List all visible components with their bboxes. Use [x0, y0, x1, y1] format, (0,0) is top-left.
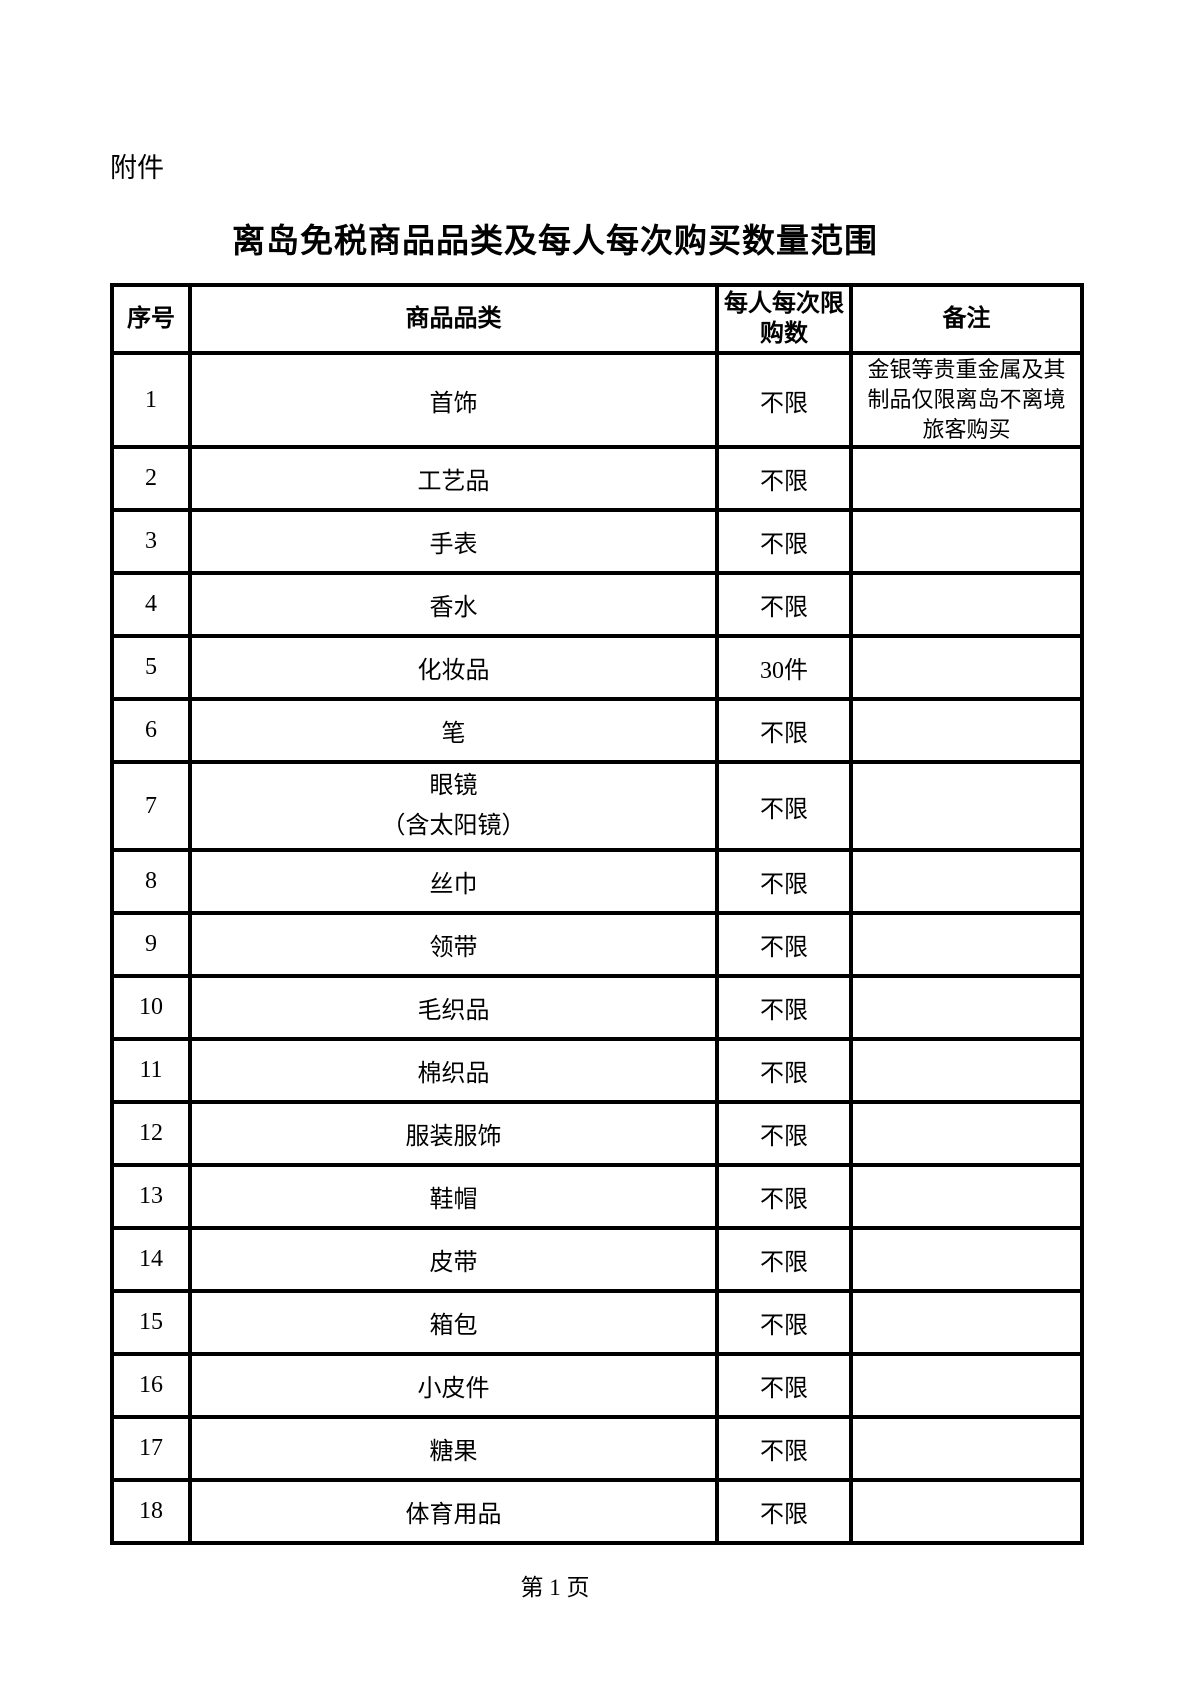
- limit-cell: 不限: [715, 974, 853, 1041]
- page-title: 离岛免税商品品类及每人每次购买数量范围: [232, 224, 878, 260]
- remark-cell: 金银等贵重金属及其制品仅限离岛不离境旅客购买: [849, 351, 1084, 449]
- limit-cell: 不限: [715, 760, 853, 852]
- category-cell: 首饰: [188, 351, 719, 449]
- row-number-cell: 18: [110, 1478, 192, 1545]
- limit-cell: 不限: [715, 1037, 853, 1104]
- row-number-cell: 13: [110, 1163, 192, 1230]
- limit-cell: 不限: [715, 1226, 853, 1293]
- row-number-cell: 14: [110, 1226, 192, 1293]
- remark-cell: [849, 1352, 1084, 1419]
- table-row: 13 鞋帽 不限: [110, 1163, 1084, 1230]
- remark-cell: [849, 1163, 1084, 1230]
- remark-cell: [849, 445, 1084, 512]
- remark-cell: [849, 911, 1084, 978]
- category-cell: 服装服饰: [188, 1100, 719, 1167]
- limit-cell: 不限: [715, 1352, 853, 1419]
- col-header-remark: 备注: [849, 283, 1084, 355]
- limit-cell: 不限: [715, 445, 853, 512]
- category-cell: 香水: [188, 571, 719, 638]
- row-number-cell: 6: [110, 697, 192, 764]
- category-cell: 领带: [188, 911, 719, 978]
- remark-cell: [849, 508, 1084, 575]
- remark-cell: [849, 1415, 1084, 1482]
- limit-cell: 不限: [715, 1478, 853, 1545]
- table-row: 10 毛织品 不限: [110, 974, 1084, 1041]
- remark-cell: [849, 1478, 1084, 1545]
- remark-cell: [849, 571, 1084, 638]
- table-row: 4 香水 不限: [110, 571, 1084, 638]
- page-number: 第 1 页: [520, 1575, 590, 1600]
- table-row: 12 服装服饰 不限: [110, 1100, 1084, 1167]
- table-row: 5 化妆品 30件: [110, 634, 1084, 701]
- limit-cell: 不限: [715, 351, 853, 449]
- category-cell: 体育用品: [188, 1478, 719, 1545]
- table-row: 18 体育用品 不限: [110, 1478, 1084, 1545]
- table-header-row: 序号 商品品类 每人每次限购数 备注: [110, 283, 1084, 355]
- limit-cell: 不限: [715, 697, 853, 764]
- goods-table: 序号 商品品类 每人每次限购数 备注 1 首饰 不限 金银等贵重金属及其制品仅限…: [110, 283, 1084, 1545]
- remark-cell: [849, 974, 1084, 1041]
- table-row: 3 手表 不限: [110, 508, 1084, 575]
- limit-cell: 不限: [715, 1163, 853, 1230]
- remark-cell: [849, 1100, 1084, 1167]
- category-cell: 丝巾: [188, 848, 719, 915]
- table-row: 9 领带 不限: [110, 911, 1084, 978]
- row-number-cell: 12: [110, 1100, 192, 1167]
- table-row: 11 棉织品 不限: [110, 1037, 1084, 1104]
- category-cell: 糖果: [188, 1415, 719, 1482]
- attachment-label: 附件: [110, 153, 164, 183]
- row-number-cell: 9: [110, 911, 192, 978]
- category-cell: 鞋帽: [188, 1163, 719, 1230]
- row-number-cell: 16: [110, 1352, 192, 1419]
- row-number-cell: 1: [110, 351, 192, 449]
- row-number-cell: 7: [110, 760, 192, 852]
- table-row: 7 眼镜 （含太阳镜） 不限: [110, 760, 1084, 852]
- category-cell: 笔: [188, 697, 719, 764]
- table-row: 14 皮带 不限: [110, 1226, 1084, 1293]
- row-number-cell: 17: [110, 1415, 192, 1482]
- table-row: 16 小皮件 不限: [110, 1352, 1084, 1419]
- limit-cell: 30件: [715, 634, 853, 701]
- col-header-limit: 每人每次限购数: [715, 283, 853, 355]
- row-number-cell: 11: [110, 1037, 192, 1104]
- row-number-cell: 15: [110, 1289, 192, 1356]
- remark-cell: [849, 1226, 1084, 1293]
- category-cell: 箱包: [188, 1289, 719, 1356]
- row-number-cell: 5: [110, 634, 192, 701]
- category-cell: 化妆品: [188, 634, 719, 701]
- row-number-cell: 10: [110, 974, 192, 1041]
- table-row: 6 笔 不限: [110, 697, 1084, 764]
- table-row: 1 首饰 不限 金银等贵重金属及其制品仅限离岛不离境旅客购买: [110, 351, 1084, 449]
- category-cell: 工艺品: [188, 445, 719, 512]
- table-row: 17 糖果 不限: [110, 1415, 1084, 1482]
- limit-cell: 不限: [715, 1415, 853, 1482]
- remark-cell: [849, 760, 1084, 852]
- table-row: 15 箱包 不限: [110, 1289, 1084, 1356]
- limit-cell: 不限: [715, 508, 853, 575]
- remark-cell: [849, 697, 1084, 764]
- category-cell: 眼镜 （含太阳镜）: [188, 760, 719, 852]
- remark-cell: [849, 1037, 1084, 1104]
- table-row: 2 工艺品 不限: [110, 445, 1084, 512]
- table-row: 8 丝巾 不限: [110, 848, 1084, 915]
- limit-cell: 不限: [715, 1100, 853, 1167]
- category-cell: 棉织品: [188, 1037, 719, 1104]
- remark-cell: [849, 848, 1084, 915]
- category-cell: 手表: [188, 508, 719, 575]
- limit-cell: 不限: [715, 911, 853, 978]
- category-cell: 小皮件: [188, 1352, 719, 1419]
- row-number-cell: 3: [110, 508, 192, 575]
- col-header-category: 商品品类: [188, 283, 719, 355]
- remark-cell: [849, 634, 1084, 701]
- row-number-cell: 8: [110, 848, 192, 915]
- col-header-no: 序号: [110, 283, 192, 355]
- limit-cell: 不限: [715, 848, 853, 915]
- row-number-cell: 4: [110, 571, 192, 638]
- remark-cell: [849, 1289, 1084, 1356]
- limit-cell: 不限: [715, 571, 853, 638]
- category-cell: 毛织品: [188, 974, 719, 1041]
- row-number-cell: 2: [110, 445, 192, 512]
- category-cell: 皮带: [188, 1226, 719, 1293]
- limit-cell: 不限: [715, 1289, 853, 1356]
